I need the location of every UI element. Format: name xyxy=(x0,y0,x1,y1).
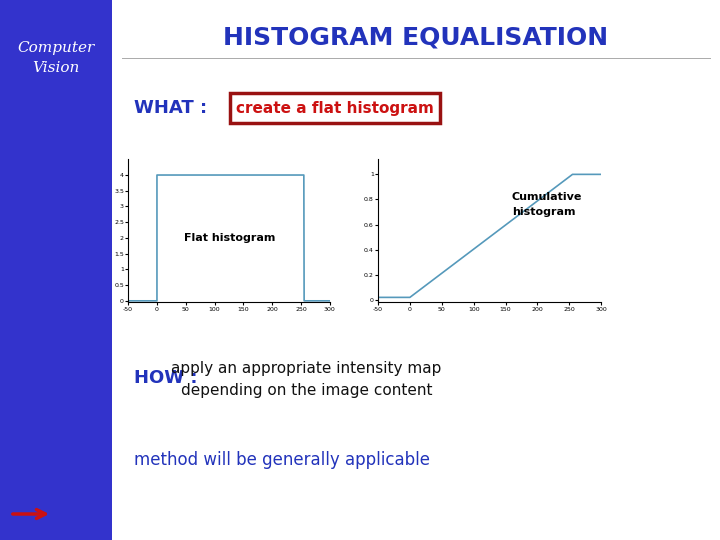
Text: depending on the image content: depending on the image content xyxy=(181,382,432,397)
Bar xyxy=(230,93,440,123)
Text: method will be generally applicable: method will be generally applicable xyxy=(134,451,430,469)
Text: HISTOGRAM EQUALISATION: HISTOGRAM EQUALISATION xyxy=(223,26,608,50)
Bar xyxy=(0,0,112,540)
Text: Vision: Vision xyxy=(32,61,79,75)
Text: HOW :: HOW : xyxy=(134,369,197,387)
Text: WHAT :: WHAT : xyxy=(134,99,207,117)
Text: histogram: histogram xyxy=(512,207,575,217)
Text: Flat histogram: Flat histogram xyxy=(184,233,276,243)
Text: apply an appropriate intensity map: apply an appropriate intensity map xyxy=(171,361,442,375)
Text: create a flat histogram: create a flat histogram xyxy=(235,100,433,116)
Text: Cumulative: Cumulative xyxy=(512,192,582,202)
Text: Computer: Computer xyxy=(17,41,94,55)
FancyArrowPatch shape xyxy=(13,510,45,518)
